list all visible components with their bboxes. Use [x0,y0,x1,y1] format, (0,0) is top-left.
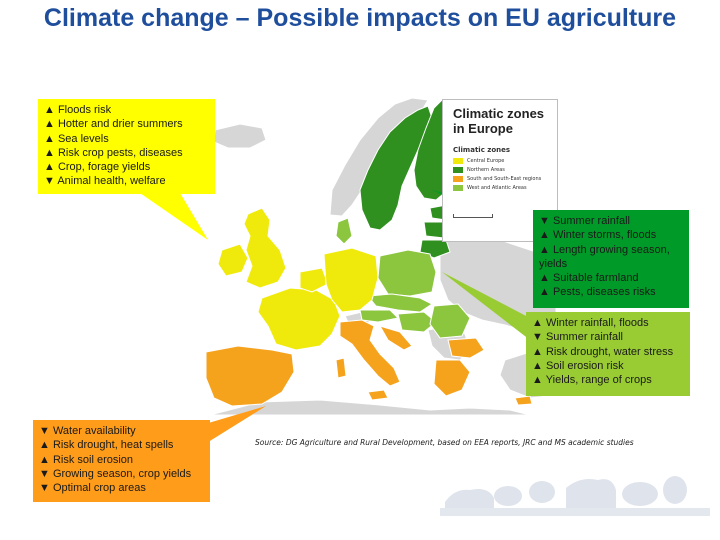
southern-line-1: ▼ Water availability [39,425,136,437]
legend-label-northern: Northern Areas [467,167,505,173]
central-europe-callout: ▲ Floods risk ▲ Hotter and drier summers… [38,99,215,194]
southern-line-4: ▼ Growing season, crop yields [39,467,192,480]
legend-title: Climatic zones in Europe [453,106,553,136]
northern-line-5: ▲ Pests, diseases risks [539,286,656,299]
zone-atlantic [335,217,471,339]
southern-line-3: ▲ Risk soil erosion [39,453,134,466]
atlantic-line-2: ▼ Summer rainfall [532,331,623,344]
legend-subtitle: Climatic zones [453,146,511,154]
central-line-6: ▼ Animal health, welfare [44,175,166,188]
legend-swatch-atlantic [453,185,463,191]
atlantic-line-1: ▲ Winter rainfall, floods [532,317,649,329]
legend-title-line1: Climatic zones [453,106,545,121]
legend-label-southern: South and South-East regions [467,176,542,182]
central-line-2: ▲ Hotter and drier summers [44,118,183,131]
central-line-4: ▲ Risk crop pests, diseases [44,146,183,159]
northern-line-3: ▲ Length growing season, yields [539,243,670,270]
northern-line-1: ▼ Summer rainfall [539,215,630,227]
source-note: Source: DG Agriculture and Rural Develop… [255,438,634,447]
northern-areas-callout: ▼ Summer rainfall ▲ Winter storms, flood… [533,210,689,308]
southern-areas-callout: ▼ Water availability ▲ Risk drought, hea… [33,420,210,502]
legend-item-atlantic: West and Atlantic Areas [453,184,527,192]
central-line-5: ▲ Crop, forage yields [44,161,151,174]
atlantic-callout-pointer [442,272,530,340]
legend-label-central: Central Europe [467,158,505,164]
southern-line-2: ▲ Risk drought, heat spells [39,439,174,452]
farm-animals-decoration [440,476,710,516]
central-line-3: ▲ Sea levels [44,132,109,145]
legend-swatch-northern [453,167,463,173]
southern-callout-pointer [205,406,266,444]
legend-item-southern: South and South-East regions [453,175,541,183]
legend-label-atlantic: West and Atlantic Areas [467,185,527,191]
atlantic-line-4: ▲ Soil erosion risk [532,359,624,372]
atlantic-line-3: ▲ Risk drought, water stress [532,345,674,358]
northern-line-2: ▲ Winter storms, floods [539,229,657,242]
page-title: Climate change – Possible impacts on EU … [43,4,677,32]
southern-line-5: ▼ Optimal crop areas [39,482,146,495]
atlantic-line-5: ▲ Yields, range of crops [532,374,652,387]
legend-item-central: Central Europe [453,157,504,165]
legend-item-northern: Northern Areas [453,166,505,174]
legend-swatch-central [453,158,463,164]
zone-central [217,207,379,351]
legend-title-line2: in Europe [453,121,513,136]
central-callout-pointer [140,193,208,240]
legend-scale-bar [453,214,493,218]
atlantic-areas-callout: ▲ Winter rainfall, floods ▼ Summer rainf… [526,312,690,396]
zone-southern [205,319,533,407]
central-line-1: ▲ Floods risk [44,104,112,116]
northern-line-4: ▲ Suitable farmland [539,272,639,285]
legend-swatch-southern [453,176,463,182]
